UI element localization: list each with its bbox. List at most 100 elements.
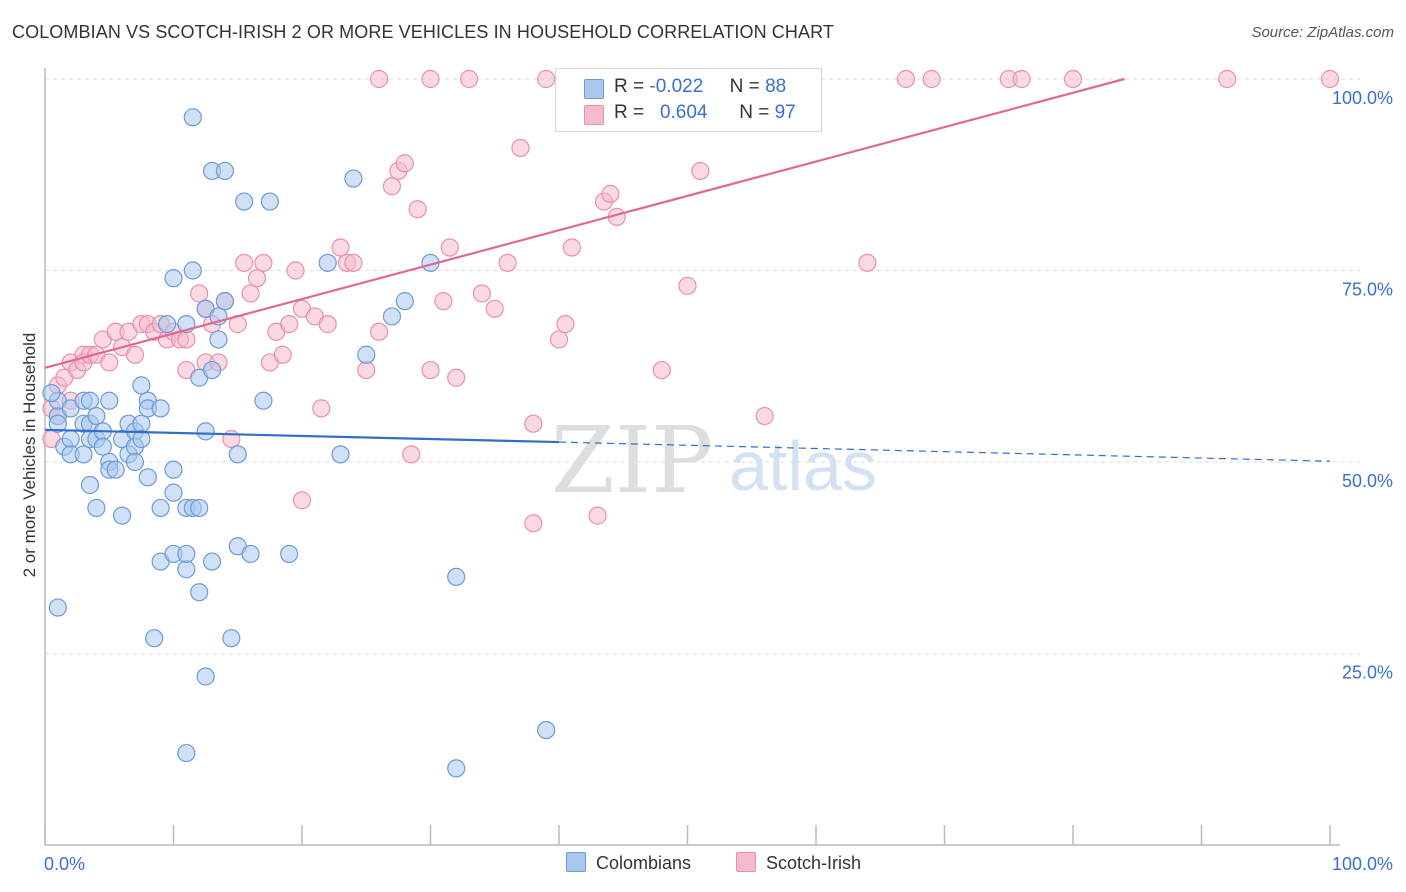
colombians-point [196,422,215,441]
colombians-point [447,567,466,587]
colombians-point [280,544,299,564]
colombians-point [235,192,254,211]
colombians-point [537,720,556,740]
scotch-irish-point [556,315,575,334]
colombians-swatch [584,79,604,99]
colombians-point [112,506,132,525]
watermark-atlas: atlas [729,427,877,505]
scotch-irish-point [382,177,402,196]
scotch-irish-point [190,284,209,303]
colombians-point [151,399,170,418]
colombians-point [228,445,247,464]
scotch-irish-point [691,161,710,181]
colombians-point [80,391,100,410]
colombians-point [357,345,376,364]
scotch-irish-point [440,238,459,257]
scotch-irish-point [601,184,620,203]
scotch-irish-point [344,253,363,272]
scotch-irish-point [459,69,479,89]
scotch-irish-point [331,238,350,257]
scotch-irish-n-value: 97 [774,102,796,123]
scotch-irish-point [177,330,196,349]
source-credit: Source: ZipAtlas.com [1251,24,1394,41]
colombians-point [344,169,363,188]
scotch-irish-point [395,154,414,173]
scotch-irish-point [125,345,145,364]
colombians-point [177,544,196,564]
colombians-point [87,498,106,518]
colombians-point [318,253,337,272]
scotch-irish-point [922,69,941,89]
colombians-point [177,560,196,579]
colombians-point [202,360,222,380]
scotch-irish-point [1320,69,1340,89]
colombians-point [183,261,202,280]
scotch-irish-point [1218,69,1237,89]
colombians-point [125,452,145,472]
scotch-irish-point [434,292,453,311]
scotch-irish-point [447,368,466,387]
scotch-irish-r-label: R = [614,102,645,123]
scotch-irish-point [280,315,299,334]
legend-label-scotch-irish: Scotch-Irish [766,853,862,873]
scotch-irish-stats: R = 0.604 N = 97 [614,102,796,124]
colombians-point [222,629,241,648]
colombians-point [202,552,222,571]
scotch-irish-point [408,200,427,219]
colombians-point [151,498,170,518]
x-tick-label: 100.0% [1332,854,1393,874]
scotch-irish-point [562,238,581,257]
colombians-point [42,383,61,403]
scotch-irish-point [537,69,556,89]
colombians-point [80,475,100,495]
y-tick-label: 25.0% [1342,663,1393,683]
colombians-point [164,483,183,502]
scotch-irish-point [402,445,421,464]
legend-item-colombians: Colombians [566,852,691,874]
colombians-point [48,414,67,433]
scotch-irish-n-label: N = [739,102,770,123]
scotch-irish-r-value: 0.604 [659,102,708,123]
colombians-point [177,743,196,763]
colombians-point [132,429,151,449]
scotch-irish-trend-line [44,77,1125,369]
scotch-irish-point [421,360,440,380]
y-tick-label: 100.0% [1332,88,1393,108]
colombians-point [215,161,234,181]
scotch-irish-point [1063,69,1083,89]
scotch-irish-point [524,414,543,433]
chart-title: COLOMBIAN VS SCOTCH-IRISH 2 OR MORE VEHI… [12,22,834,42]
colombians-point [106,460,125,479]
colombians-point [254,391,273,410]
colombians-point [241,544,260,564]
colombians-point [74,445,93,464]
y-tick-label: 50.0% [1342,471,1393,491]
colombians-point [48,598,67,617]
legend-swatch-scotch-irish [736,852,756,872]
colombians-point [190,583,209,602]
colombians-point [260,192,279,211]
colombians-point [395,292,414,311]
colombians-stats: R = -0.022 N = 88 [614,76,786,98]
colombians-point [164,269,183,288]
colombians-r-value: -0.022 [649,76,704,97]
legend-label-colombians: Colombians [596,853,692,873]
scotch-irish-point [312,399,331,418]
scotch-irish-point [511,138,530,158]
scotch-irish-point [858,253,877,272]
scotch-irish-point [755,406,774,426]
colombians-trend-line [44,428,560,444]
colombians-point [331,445,350,464]
colombians-point [132,376,151,395]
colombians-point [190,498,209,518]
legend-swatch-colombians [566,852,586,872]
colombians-point [157,315,177,334]
scotch-irish-point [896,69,916,89]
colombians-point [382,307,402,326]
colombians-point [93,437,112,456]
scotch-irish-point [472,284,491,303]
scotch-irish-point [292,491,312,510]
colombians-point [183,108,202,127]
colombians-trend-extension [558,441,1331,462]
